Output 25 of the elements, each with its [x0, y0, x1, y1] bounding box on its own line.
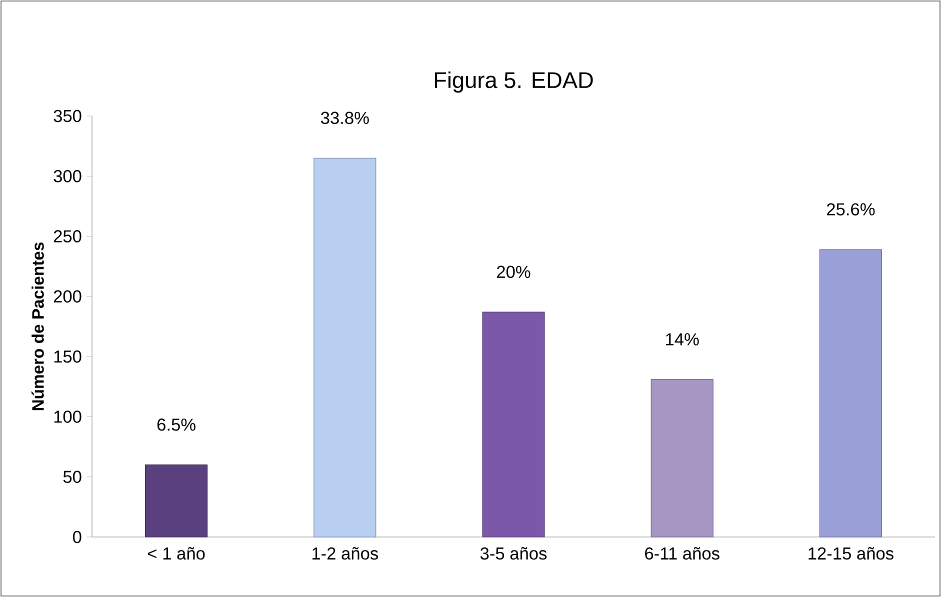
y-tick-label: 100 — [54, 410, 82, 423]
annotation: 14% — [666, 333, 699, 346]
y-tick-label: 250 — [54, 230, 82, 242]
y-tick-label: 350 — [54, 110, 82, 122]
y-tick-label: 200 — [54, 290, 82, 303]
x-tick-label: 12-15 años — [808, 547, 894, 560]
y-tick-label: 150 — [54, 350, 82, 363]
y-tick-label: 50 — [63, 470, 82, 483]
bar — [145, 464, 208, 538]
bar — [819, 249, 882, 538]
annotation: 25.6% — [827, 203, 875, 216]
annotation: 6.5% — [157, 418, 196, 431]
y-tick-label: 300 — [54, 170, 82, 182]
bar — [650, 379, 714, 538]
bar — [314, 158, 376, 538]
y-tick-label: 0 — [72, 530, 82, 544]
x-tick-label: 3-5 años — [480, 547, 547, 560]
annotation: 33.8% — [321, 112, 369, 124]
chart-title: Figura 5. EDAD — [434, 72, 593, 93]
annotation: 20% — [497, 266, 530, 278]
x-tick-label: 6-11 años — [645, 547, 720, 560]
y-axis-title: Número de Pacientes — [31, 242, 44, 410]
x-tick-label: 1-2 años — [312, 547, 378, 560]
x-tick-label: < 1 año — [148, 547, 205, 560]
bar — [482, 312, 545, 538]
